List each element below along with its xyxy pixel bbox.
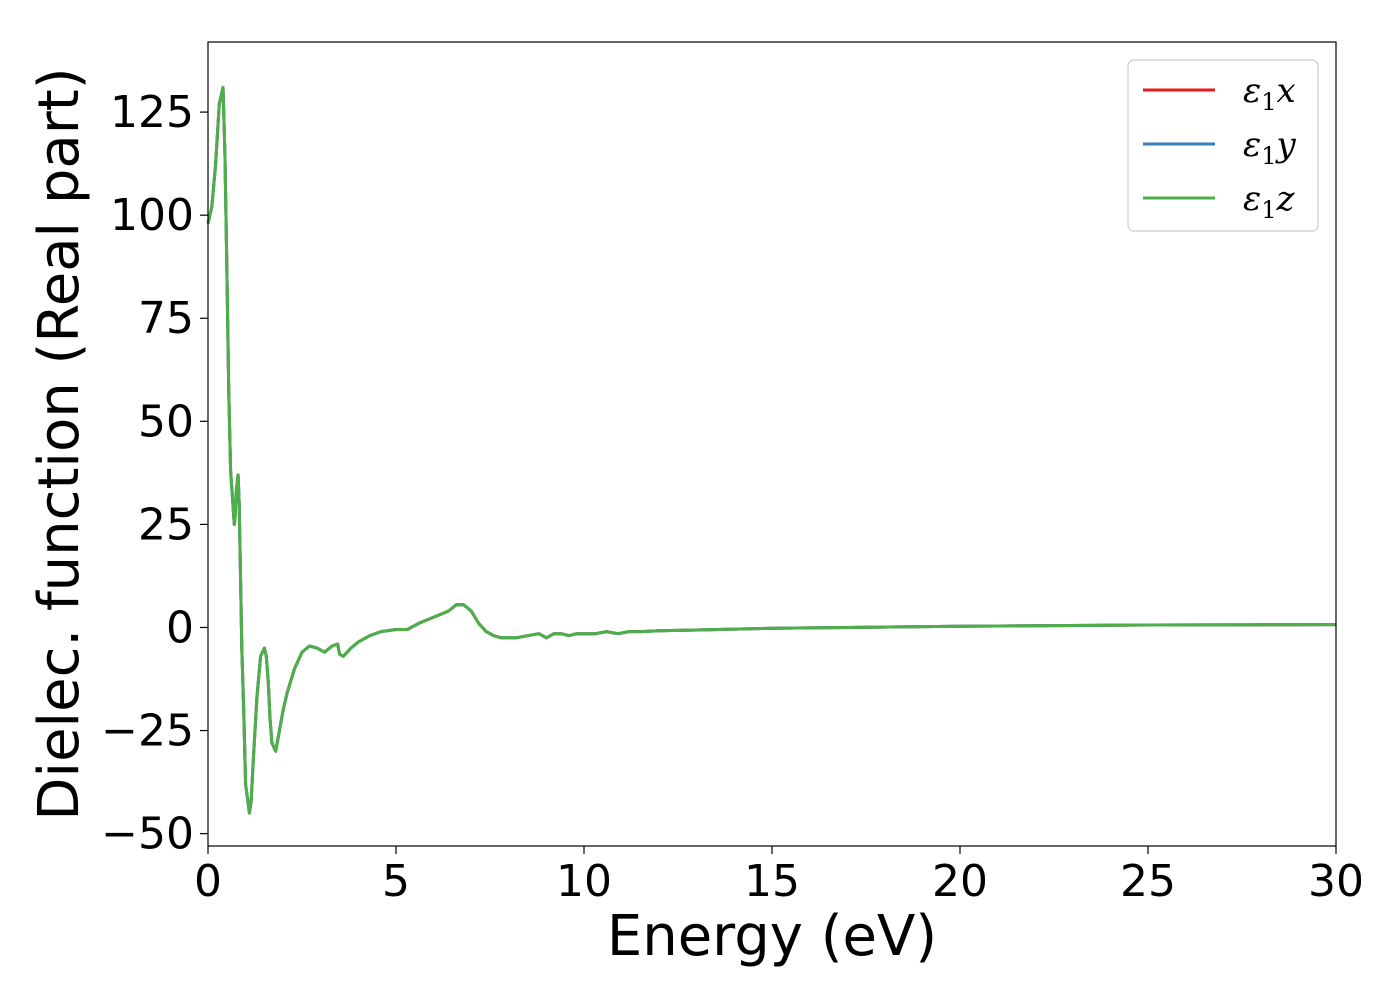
y-tick-label: 25	[138, 499, 194, 550]
series-layer	[206, 85, 1337, 815]
x-axis-ticks: 0 5 10 15 20 25 30	[194, 846, 1364, 907]
x-tick-label: 10	[556, 856, 612, 907]
y-tick-label: 50	[138, 396, 194, 447]
y-tick-label: 75	[138, 293, 194, 344]
y-tick-label: 100	[110, 190, 194, 241]
x-tick-label: 5	[382, 856, 410, 907]
legend-label-2: ε1y	[1243, 125, 1297, 170]
y-axis-ticks: −50 −25 0 25 50 75 100 125	[101, 87, 208, 860]
y-tick-label: −25	[101, 706, 194, 757]
legend-frame	[1127, 59, 1319, 232]
x-tick-label: 15	[744, 856, 800, 907]
legend-items: ε1x ε1y ε1z	[1143, 71, 1297, 224]
x-tick-label: 30	[1308, 856, 1364, 907]
legend-label-3: ε1z	[1243, 179, 1296, 224]
y-tick-label: −50	[101, 809, 194, 860]
y-tick-label: 125	[110, 87, 194, 138]
legend: ε1x ε1y ε1z	[1127, 59, 1319, 232]
x-tick-label: 25	[1120, 856, 1176, 907]
y-tick-label: 0	[166, 602, 194, 653]
legend-label-1: ε1x	[1243, 71, 1296, 116]
x-tick-label: 20	[932, 856, 988, 907]
x-axis-label: Energy (eV)	[607, 904, 937, 969]
series-line-3	[206, 85, 1337, 815]
y-axis-label: Dielec. function (Real part)	[27, 67, 92, 820]
x-tick-label: 0	[194, 856, 222, 907]
